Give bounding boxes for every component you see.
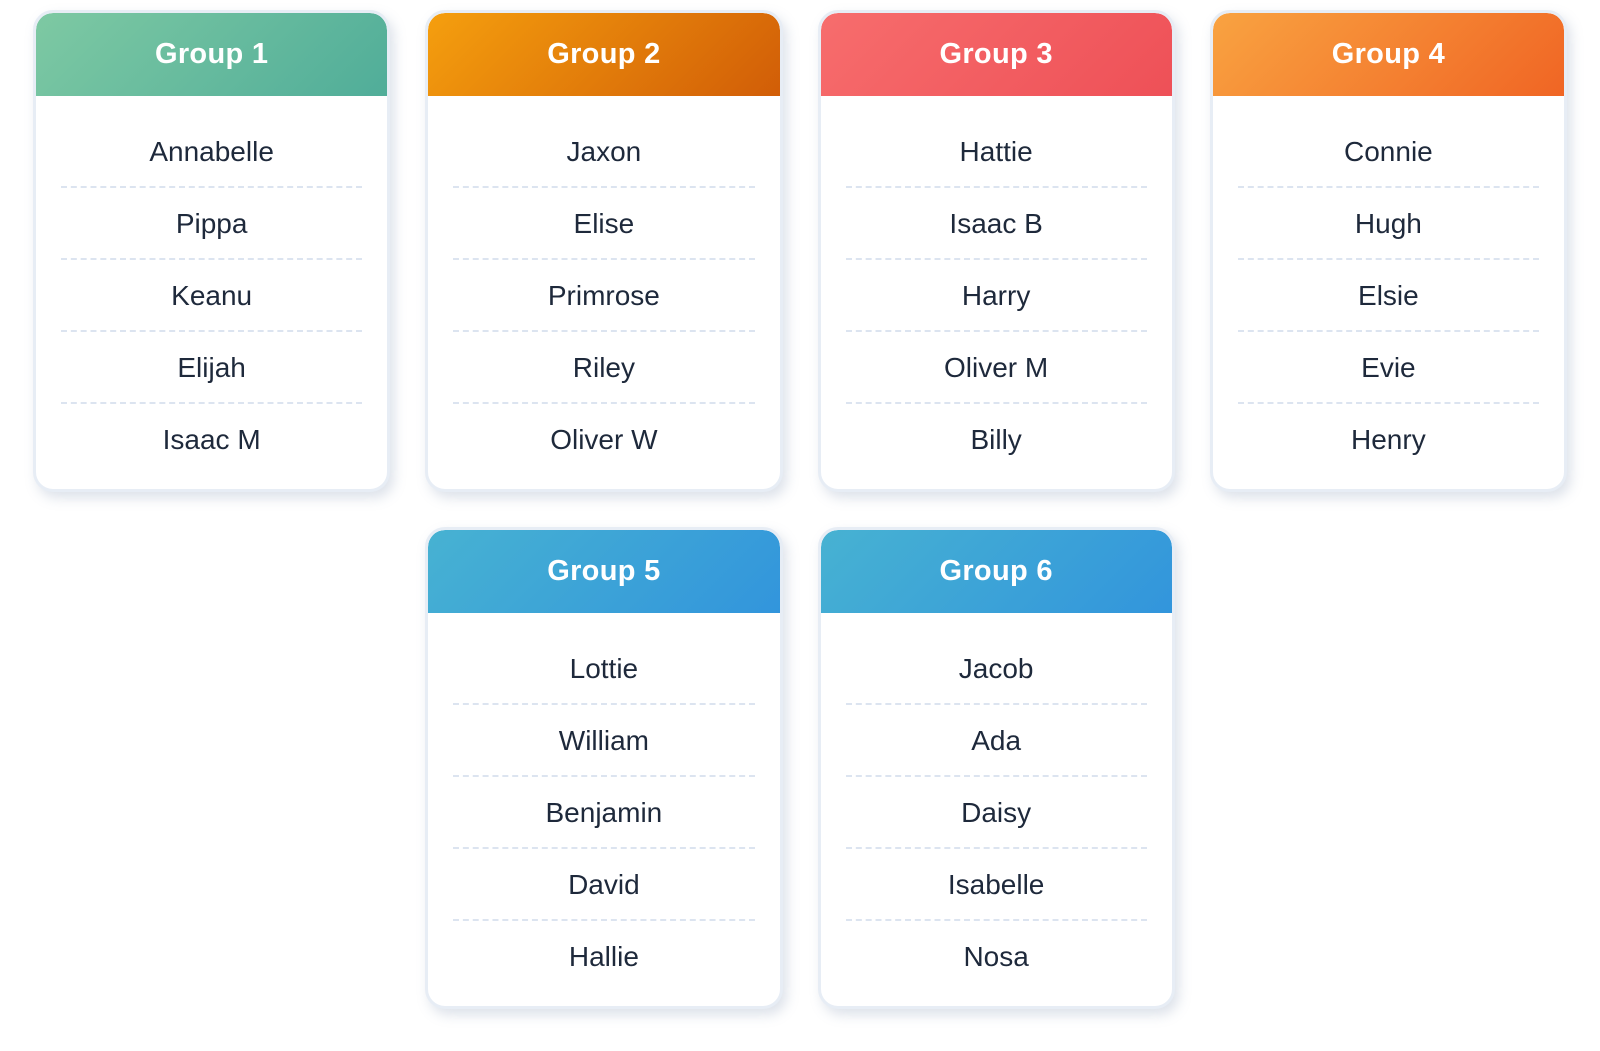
- group-3-member-list: Hattie Isaac B Harry Oliver M Billy: [821, 96, 1172, 489]
- member-name: Lottie: [428, 633, 779, 705]
- group-5-member-list: Lottie William Benjamin David Hallie: [428, 613, 779, 1006]
- member-name: Billy: [970, 424, 1022, 455]
- member-name: Daisy: [821, 777, 1172, 849]
- member-name: Ada: [821, 705, 1172, 777]
- group-card-1: Group 1 Annabelle Pippa Keanu Elijah Isa…: [33, 10, 391, 492]
- group-5-header: Group 5: [428, 530, 780, 613]
- group-4-header: Group 4: [1212, 13, 1564, 96]
- member-name: Hugh: [1213, 188, 1564, 260]
- member-name: Oliver M: [821, 332, 1172, 404]
- member-name: Connie: [1213, 116, 1564, 188]
- member-name: Nosa: [963, 941, 1029, 972]
- group-1-member-list: Annabelle Pippa Keanu Elijah Isaac M: [36, 96, 387, 489]
- group-6-member-list: Jacob Ada Daisy Isabelle Nosa: [821, 613, 1172, 1006]
- member-name: Benjamin: [428, 777, 779, 849]
- member-name: Hallie: [568, 941, 639, 972]
- member-name: Oliver W: [550, 424, 658, 455]
- member-name: Elise: [428, 188, 779, 260]
- member-name: Evie: [1213, 332, 1564, 404]
- member-name: Hattie: [821, 116, 1172, 188]
- group-2-title: Group 2: [547, 38, 661, 70]
- member-name: Harry: [821, 260, 1172, 332]
- member-name: Isaac M: [162, 424, 261, 455]
- group-6-title: Group 6: [939, 555, 1053, 587]
- group-card-3: Group 3 Hattie Isaac B Harry Oliver M Bi…: [817, 10, 1175, 492]
- member-name: Annabelle: [36, 116, 387, 188]
- member-name: Jacob: [821, 633, 1172, 705]
- group-card-4: Group 4 Connie Hugh Elsie Evie Henry: [1209, 10, 1567, 492]
- group-6-header: Group 6: [820, 530, 1172, 613]
- member-name: Riley: [428, 332, 779, 404]
- group-card-6: Group 6 Jacob Ada Daisy Isabelle Nosa: [817, 527, 1175, 1009]
- member-name: Pippa: [36, 188, 387, 260]
- member-name: Henry: [1351, 424, 1426, 455]
- group-3-title: Group 3: [939, 38, 1053, 70]
- group-4-member-list: Connie Hugh Elsie Evie Henry: [1213, 96, 1564, 489]
- member-name: Isaac B: [821, 188, 1172, 260]
- group-2-member-list: Jaxon Elise Primrose Riley Oliver W: [428, 96, 779, 489]
- group-1-title: Group 1: [154, 38, 269, 70]
- member-name: William: [428, 705, 779, 777]
- member-name: Isabelle: [821, 849, 1172, 921]
- member-name: Keanu: [36, 260, 387, 332]
- member-name: David: [428, 849, 779, 921]
- group-5-title: Group 5: [547, 555, 661, 587]
- group-3-header: Group 3: [820, 13, 1172, 96]
- member-name: Jaxon: [428, 116, 779, 188]
- group-2-header: Group 2: [428, 13, 780, 96]
- group-1-header: Group 1: [36, 13, 388, 96]
- group-card-5: Group 5 Lottie William Benjamin David Ha…: [425, 527, 783, 1009]
- member-name: Elsie: [1213, 260, 1564, 332]
- group-cards-grid: Group 1 Annabelle Pippa Keanu Elijah Isa…: [33, 10, 1567, 1009]
- member-name: Elijah: [36, 332, 387, 404]
- group-4-title: Group 4: [1331, 38, 1446, 70]
- member-name: Primrose: [428, 260, 779, 332]
- group-card-2: Group 2 Jaxon Elise Primrose Riley Olive…: [425, 10, 783, 492]
